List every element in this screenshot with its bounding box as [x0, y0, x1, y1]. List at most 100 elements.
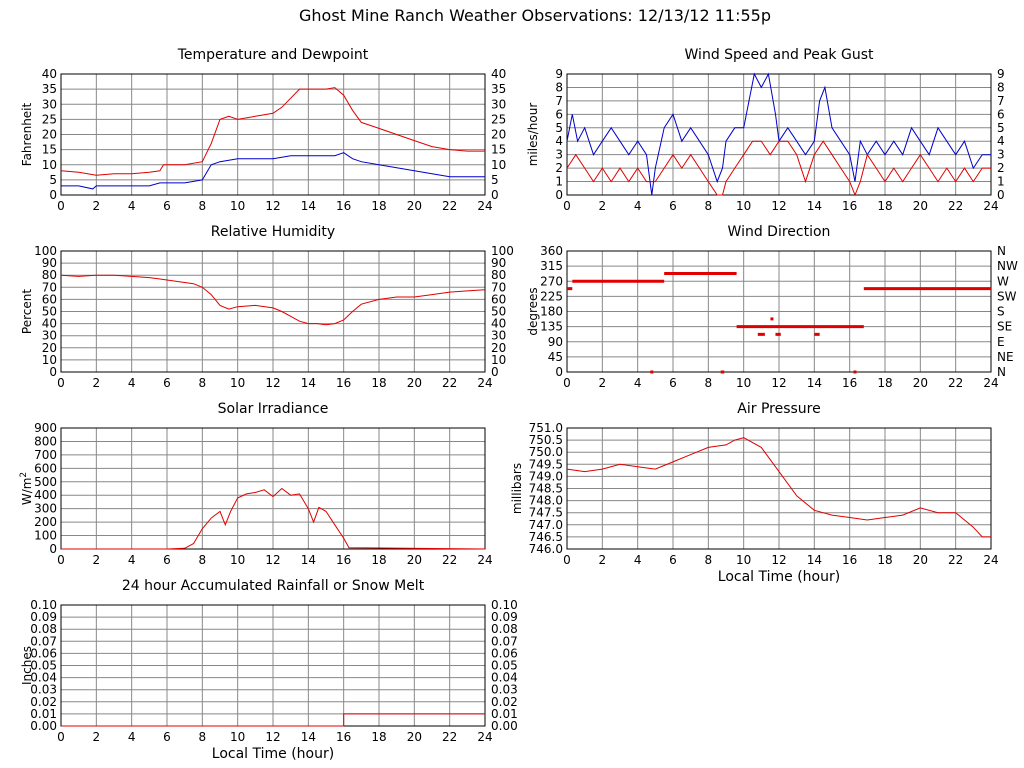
- x-tick-label: 16: [336, 376, 351, 390]
- right-tick-label: 15: [491, 143, 506, 157]
- y-tick-label: 0.09: [30, 610, 57, 624]
- y-tick-label: 25: [42, 112, 57, 126]
- x-tick-label: 12: [771, 553, 786, 567]
- right-tick-label: 25: [491, 112, 506, 126]
- y-tick-label: 10: [42, 353, 57, 367]
- y-tick-label: 7: [555, 94, 563, 108]
- right-tick-label: 20: [491, 128, 506, 142]
- x-tick-label: 6: [163, 553, 171, 567]
- x-tick-label: 20: [407, 199, 422, 213]
- y-tick-label: 270: [540, 274, 563, 288]
- y-tick-label: 50: [42, 305, 57, 319]
- x-tick-label: 4: [634, 199, 642, 213]
- x-tick-label: 8: [199, 730, 207, 744]
- x-tick-label: 8: [199, 376, 207, 390]
- right-tick-label: 50: [491, 305, 506, 319]
- plot-frame: [566, 250, 992, 373]
- x-tick-label: 6: [163, 199, 171, 213]
- y-tick-label: 751.0: [529, 421, 563, 435]
- right-tick-label: 10: [491, 353, 506, 367]
- right-tick-label: N: [997, 244, 1006, 258]
- y-tick-label: 0.10: [30, 598, 57, 612]
- y-tick-label: 747.0: [529, 518, 563, 532]
- x-tick-label: 16: [336, 199, 351, 213]
- y-tick-label: 0: [555, 365, 563, 379]
- x-tick-label: 22: [442, 376, 457, 390]
- x-tick-label: 0: [563, 199, 571, 213]
- x-tick-label: 12: [265, 553, 280, 567]
- y-tick-label: 400: [34, 488, 57, 502]
- y-tick-label: 500: [34, 475, 57, 489]
- x-tick-label: 10: [736, 376, 751, 390]
- y-tick-label: 5: [49, 173, 57, 187]
- y-tick-label: 9: [555, 67, 563, 81]
- y-tick-label: 746.0: [529, 542, 563, 556]
- y-tick-label: 750.0: [529, 445, 563, 459]
- x-tick-label: 2: [93, 199, 101, 213]
- x-tick-label: 8: [199, 553, 207, 567]
- plot-frame: [60, 427, 486, 550]
- x-tick-label: 6: [669, 199, 677, 213]
- y-tick-label: 0.03: [30, 683, 57, 697]
- x-tick-label: 14: [301, 199, 316, 213]
- right-tick-label: 3: [997, 148, 1005, 162]
- x-tick-label: 18: [877, 553, 892, 567]
- x-tick-label: 10: [736, 199, 751, 213]
- x-tick-label: 22: [442, 553, 457, 567]
- right-tick-label: 5: [997, 121, 1005, 135]
- y-tick-label: 90: [42, 256, 57, 270]
- x-tick-label: 22: [948, 376, 963, 390]
- direction-point: [650, 370, 654, 374]
- x-tick-label: 24: [477, 199, 492, 213]
- right-tick-label: 80: [491, 268, 506, 282]
- x-tick-label: 0: [563, 376, 571, 390]
- y-tick-label: 3: [555, 148, 563, 162]
- y-tick-label: 300: [34, 502, 57, 516]
- x-axis-label: Local Time (hour): [718, 569, 840, 585]
- x-tick-label: 10: [736, 553, 751, 567]
- right-tick-label: 9: [997, 67, 1005, 81]
- x-tick-label: 12: [771, 199, 786, 213]
- x-tick-label: 2: [93, 376, 101, 390]
- x-tick-label: 18: [877, 376, 892, 390]
- right-tick-label: 0.07: [491, 634, 518, 648]
- x-tick-label: 18: [877, 199, 892, 213]
- y-tick-label: 0: [49, 365, 57, 379]
- right-tick-label: 0.00: [491, 719, 518, 733]
- right-tick-label: 4: [997, 134, 1005, 148]
- x-tick-label: 12: [771, 376, 786, 390]
- y-tick-label: 6: [555, 107, 563, 121]
- chart-rain: 24 hour Accumulated Rainfall or Snow Mel…: [20, 578, 518, 762]
- y-tick-label: 90: [548, 335, 563, 349]
- x-tick-label: 6: [163, 376, 171, 390]
- x-tick-label: 24: [983, 376, 998, 390]
- x-tick-label: 18: [371, 199, 386, 213]
- y-tick-label: 35: [42, 82, 57, 96]
- chart-title: Air Pressure: [737, 401, 820, 417]
- y-tick-label: 360: [540, 244, 563, 258]
- y-tick-label: 0.04: [30, 671, 57, 685]
- y-tick-label: 135: [540, 320, 563, 334]
- right-tick-label: 0.09: [491, 610, 518, 624]
- series-line-1: [61, 152, 485, 190]
- x-tick-label: 12: [265, 730, 280, 744]
- y-axis-label: miles/hour: [526, 103, 540, 167]
- x-tick-label: 8: [705, 376, 713, 390]
- y-tick-label: 800: [34, 434, 57, 448]
- right-tick-label: 30: [491, 329, 506, 343]
- right-tick-label: 10: [491, 158, 506, 172]
- right-tick-label: 7: [997, 94, 1005, 108]
- y-tick-label: 0.06: [30, 646, 57, 660]
- x-tick-label: 16: [842, 376, 857, 390]
- series-line-0: [566, 437, 991, 538]
- y-tick-label: 600: [34, 461, 57, 475]
- direction-point: [853, 370, 857, 374]
- right-tick-label: 30: [491, 97, 506, 111]
- y-tick-label: 750.5: [529, 433, 563, 447]
- y-tick-label: 315: [540, 259, 563, 273]
- y-tick-label: 0: [555, 188, 563, 202]
- y-tick-label: 30: [42, 97, 57, 111]
